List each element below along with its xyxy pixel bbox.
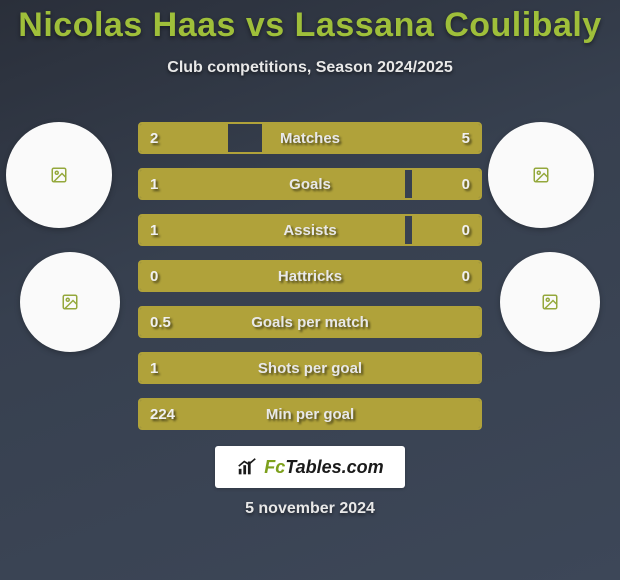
metric-label: Assists <box>140 216 480 244</box>
metric-label: Goals <box>140 170 480 198</box>
metric-label: Hattricks <box>140 262 480 290</box>
image-placeholder-icon <box>61 293 79 311</box>
value-right: 5 <box>462 124 470 152</box>
chart-icon <box>236 456 258 478</box>
metric-label: Matches <box>140 124 480 152</box>
comparison-row: 224Min per goal <box>138 398 482 430</box>
image-placeholder-icon <box>50 166 68 184</box>
comparison-row: 1Assists0 <box>138 214 482 246</box>
value-right: 0 <box>462 170 470 198</box>
page-subtitle: Club competitions, Season 2024/2025 <box>0 59 620 77</box>
page-title: Nicolas Haas vs Lassana Coulibaly <box>0 0 620 45</box>
comparison-row: 2Matches5 <box>138 122 482 154</box>
image-placeholder-icon <box>532 166 550 184</box>
brand-text: FcTables.com <box>264 457 383 478</box>
value-right: 0 <box>462 216 470 244</box>
brand-text-rest: Tables.com <box>285 457 383 477</box>
value-right: 0 <box>462 262 470 290</box>
metric-label: Goals per match <box>140 308 480 336</box>
comparison-row: 1Shots per goal <box>138 352 482 384</box>
brand-text-accent: Fc <box>264 457 285 477</box>
player-right-avatar <box>488 122 594 228</box>
comparison-bars: 2Matches51Goals01Assists00Hattricks00.5G… <box>138 122 482 444</box>
metric-label: Min per goal <box>140 400 480 428</box>
comparison-row: 0Hattricks0 <box>138 260 482 292</box>
player-left-avatar <box>6 122 112 228</box>
comparison-row: 0.5Goals per match <box>138 306 482 338</box>
brand-logo: FcTables.com <box>215 446 405 488</box>
team-right-logo <box>500 252 600 352</box>
footer-date: 5 november 2024 <box>0 500 620 518</box>
team-left-logo <box>20 252 120 352</box>
comparison-row: 1Goals0 <box>138 168 482 200</box>
image-placeholder-icon <box>541 293 559 311</box>
metric-label: Shots per goal <box>140 354 480 382</box>
